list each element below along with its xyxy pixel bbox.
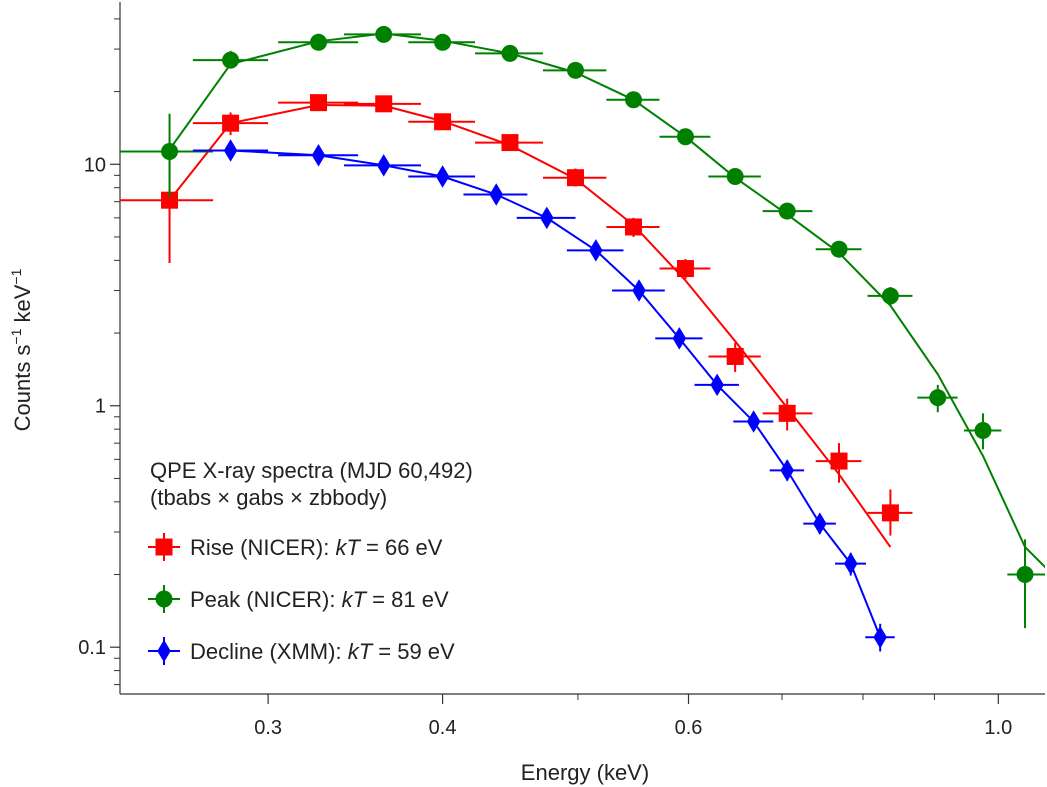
y-tick-label: 0.1 xyxy=(78,637,106,659)
legend-kt-symbol: kT xyxy=(335,535,361,560)
data-point xyxy=(830,452,848,470)
legend-entry: Peak (NICER): kT = 81 eV xyxy=(148,585,449,613)
data-point xyxy=(435,165,450,188)
data-point xyxy=(843,552,858,575)
legend-kt-symbol: kT xyxy=(342,587,368,612)
legend-label: Peak (NICER): kT = 81 eV xyxy=(190,587,449,612)
legend-suffix: = 66 eV xyxy=(360,535,443,560)
series-decline-xmm xyxy=(192,139,895,652)
legend-marker xyxy=(157,639,171,663)
legend-prefix: Decline (XMM): xyxy=(190,639,348,664)
data-point xyxy=(676,128,694,146)
y-axis-label-sup1: −1 xyxy=(8,328,24,344)
legend-label: Rise (NICER): kT = 66 eV xyxy=(190,535,443,560)
data-point xyxy=(625,218,643,236)
axes: 0.3 0.4 0.6 1.0 0.1 1 10 xyxy=(78,2,1045,739)
data-point xyxy=(632,279,646,302)
legend-title-line2: (tbabs × gabs × zbbody) xyxy=(150,485,387,510)
legend-marker xyxy=(155,590,173,608)
data-point xyxy=(710,373,724,397)
x-tick-label: 0.4 xyxy=(429,717,457,739)
data-point xyxy=(434,113,452,131)
legend-prefix: Rise (NICER): xyxy=(190,535,335,560)
plot-series xyxy=(120,25,1045,652)
data-point xyxy=(589,239,603,262)
legend-kt-symbol: kT xyxy=(348,639,374,664)
data-point xyxy=(375,95,393,113)
data-point xyxy=(222,51,240,69)
legend-suffix: = 81 eV xyxy=(366,587,449,612)
data-point xyxy=(726,347,744,365)
y-axis-label-main: Counts s xyxy=(10,345,35,432)
data-point xyxy=(813,512,827,535)
data-point xyxy=(672,327,687,350)
legend-entry: Rise (NICER): kT = 66 eV xyxy=(148,533,443,561)
data-point xyxy=(778,202,796,220)
x-tick-label: 0.3 xyxy=(254,717,282,739)
data-point xyxy=(222,114,240,132)
data-point xyxy=(566,61,584,79)
data-point xyxy=(311,143,326,167)
data-point xyxy=(726,168,744,186)
data-point xyxy=(434,33,452,51)
data-point xyxy=(310,33,328,51)
data-point xyxy=(489,183,503,206)
legend-suffix: = 59 eV xyxy=(372,639,455,664)
legend-title-line1: QPE X-ray spectra (MJD 60,492) xyxy=(150,458,473,483)
data-point xyxy=(873,625,887,649)
legend: QPE X-ray spectra (MJD 60,492) (tbabs × … xyxy=(148,458,473,665)
data-point xyxy=(881,504,899,522)
y-tick-label: 10 xyxy=(84,154,106,176)
data-point xyxy=(676,260,694,278)
model-line xyxy=(230,149,882,638)
data-point xyxy=(625,91,643,109)
data-point xyxy=(1016,566,1034,584)
data-point xyxy=(778,404,796,422)
data-point xyxy=(223,139,238,162)
series-peak-nicer xyxy=(120,25,1045,629)
x-axis-label: Energy (keV) xyxy=(521,760,649,785)
legend-prefix: Peak (NICER): xyxy=(190,587,342,612)
data-point xyxy=(376,154,391,177)
data-point xyxy=(746,410,761,433)
data-point xyxy=(881,287,899,305)
y-axis-label-mid: keV xyxy=(10,284,35,328)
y-axis-label: Counts s−1 keV−1 xyxy=(8,268,35,431)
data-point xyxy=(310,94,328,112)
data-point xyxy=(161,191,179,209)
legend-label: Decline (XMM): kT = 59 eV xyxy=(190,639,455,664)
data-point xyxy=(566,169,584,187)
data-point xyxy=(780,459,794,482)
data-point xyxy=(161,142,179,160)
data-point xyxy=(974,421,992,439)
legend-entry: Decline (XMM): kT = 59 eV xyxy=(148,637,455,665)
x-tick-label: 1.0 xyxy=(984,717,1012,739)
x-tick-label: 0.6 xyxy=(675,717,703,739)
data-point xyxy=(929,389,947,407)
y-axis-label-sup2: −1 xyxy=(8,268,24,284)
legend-marker xyxy=(155,538,173,556)
data-point xyxy=(830,240,848,258)
data-point xyxy=(501,44,519,62)
y-tick-label: 1 xyxy=(95,396,106,418)
data-point xyxy=(501,134,519,152)
data-point xyxy=(375,25,393,43)
data-point xyxy=(540,206,554,230)
